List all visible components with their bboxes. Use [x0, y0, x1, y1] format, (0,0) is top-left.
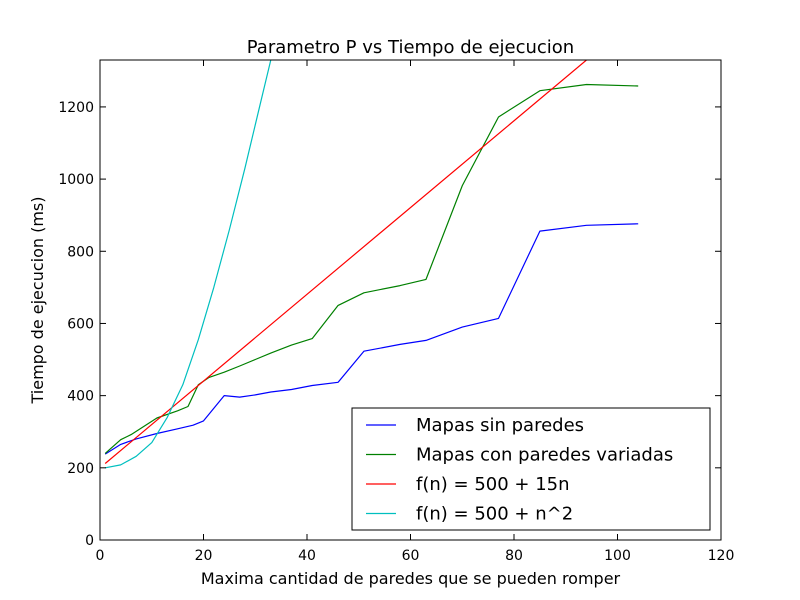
y-tick-label: 800: [67, 244, 94, 260]
y-tick-label: 600: [67, 316, 94, 332]
y-tick-label: 0: [85, 533, 94, 549]
series-line-4: [105, 60, 272, 469]
legend-label-2: Mapas con paredes variadas: [416, 445, 673, 466]
y-tick-label: 1000: [58, 172, 94, 188]
series-line-1: [104, 223, 639, 455]
x-tick-label: 40: [298, 548, 316, 564]
y-axis-label: Tiempo de ejecucion (ms): [28, 196, 47, 404]
y-tick-label: 400: [67, 389, 94, 405]
x-tick-label: 100: [604, 548, 631, 564]
series-line-2: [104, 83, 639, 454]
series-line-3: [104, 60, 587, 464]
legend: Mapas sin paredes Mapas con paredes varia…: [351, 407, 711, 531]
x-tick-label: 80: [505, 548, 523, 564]
x-tick-label: 0: [96, 548, 105, 564]
series-layer: [104, 60, 639, 469]
legend-label-1: Mapas sin paredes: [416, 415, 584, 436]
x-axis-label: Maxima cantidad de paredes que se pueden…: [201, 569, 621, 588]
y-tick-label: 1200: [58, 100, 94, 116]
x-tick-label: 20: [195, 548, 213, 564]
chart-title: Parametro P vs Tiempo de ejecucion: [247, 37, 574, 58]
legend-label-4: f(n) = 500 + n^2: [416, 504, 573, 525]
legend-frame: [351, 407, 711, 531]
x-tick-label: 60: [402, 548, 420, 564]
legend-entries: Mapas sin paredes Mapas con paredes varia…: [366, 415, 673, 525]
y-tick-label: 200: [67, 461, 94, 477]
x-tick-label: 120: [708, 548, 735, 564]
legend-label-3: f(n) = 500 + 15n: [416, 474, 570, 495]
